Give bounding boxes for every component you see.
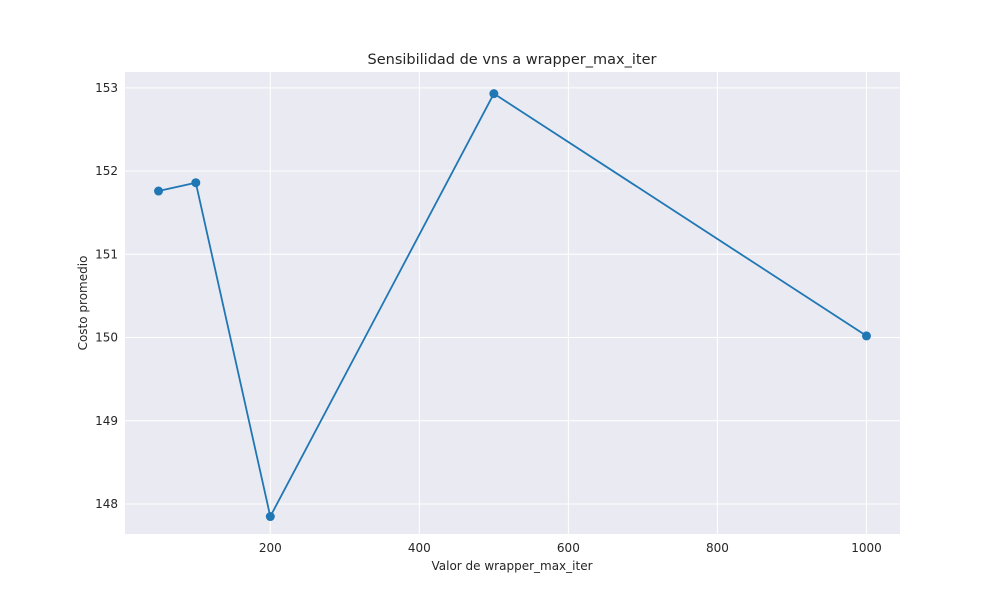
y-tick-label: 153 [95,81,118,95]
data-point [191,178,201,188]
x-tick-label: 600 [557,541,580,555]
data-point [861,331,871,341]
x-axis-label: Valor de wrapper_max_iter [431,559,592,573]
y-tick-label: 149 [95,414,118,428]
y-tick-label: 152 [95,164,118,178]
tick-labels: 200 400 600 800 1000 148 149 150 151 152 153 [95,81,882,555]
data-point [154,186,164,196]
x-tick-label: 200 [259,541,282,555]
data-point [489,89,499,99]
plot-area [125,72,900,534]
x-tick-label: 1000 [851,541,882,555]
x-tick-label: 400 [408,541,431,555]
x-tick-label: 800 [706,541,729,555]
y-tick-label: 151 [95,247,118,261]
y-tick-label: 148 [95,497,118,511]
series-layer [154,89,871,522]
data-point [265,512,275,522]
y-tick-label: 150 [95,331,118,345]
chart-title: Sensibilidad de vns a wrapper_max_iter [368,52,657,68]
gridlines [125,72,900,534]
y-axis-label: Costo promedio [76,256,90,351]
